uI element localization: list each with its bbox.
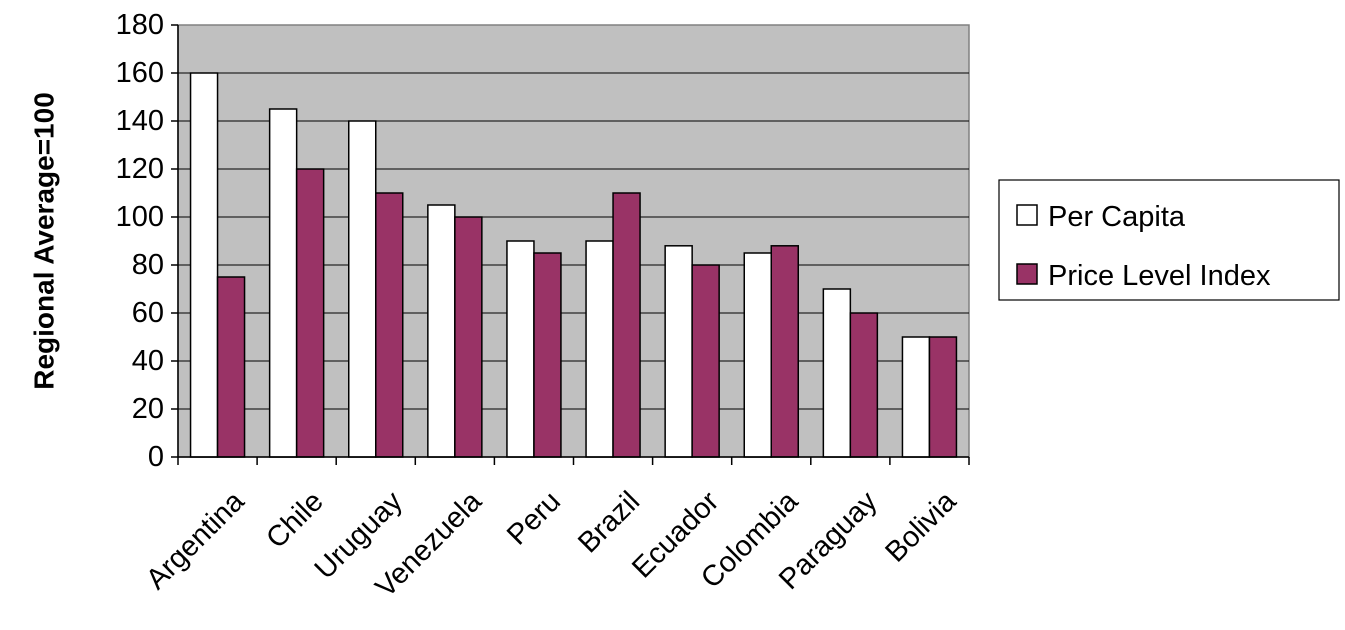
bar-price-level-index [295,168,325,458]
x-tick-label: Peru [501,485,567,551]
y-tick-label: 120 [116,153,164,185]
bar-per-capita [427,204,456,458]
legend-label-price-level-index: Price Level Index [1048,260,1271,292]
bar-price-level-index [375,192,404,458]
legend-box [998,179,1340,301]
y-tick-label: 20 [132,393,164,425]
bar-per-capita [822,288,852,458]
y-tick-label: 160 [116,57,164,89]
bar-per-capita [348,120,377,458]
y-tick-label: 100 [116,201,164,233]
bar-price-level-index [216,276,246,458]
bar-price-level-index [612,192,641,458]
bar-per-capita [664,245,693,458]
bar-per-capita [585,240,614,458]
y-tick-label: 60 [132,297,164,329]
bars [189,72,958,458]
bar-price-level-index [691,264,720,458]
bar-per-capita [506,240,535,458]
bar-price-level-index [849,312,879,458]
legend: Per Capita Price Level Index [998,179,1340,301]
x-tick-label: Bolivia [880,485,964,569]
bar-price-level-index [454,216,483,458]
bar-per-capita [189,72,219,458]
bar-per-capita [901,336,931,458]
y-axis-label: Regional Average=100 [28,92,59,390]
x-tick-label: Brazil [572,485,646,559]
y-tick-label: 140 [116,105,164,137]
legend-label-per-capita: Per Capita [1048,201,1186,233]
y-tick-label: 80 [132,249,164,281]
bar-per-capita [743,252,772,458]
y-tick-label: 40 [132,345,164,377]
legend-swatch-price-level-index [1016,263,1038,285]
bar-price-level-index [770,245,799,458]
y-tick-label: 180 [116,9,164,41]
bar-price-level-index [533,252,562,458]
bar-per-capita [268,108,298,458]
bar-price-level-index [928,336,958,458]
y-tick-label: 0 [148,441,164,473]
y-axis-ticks: 0 20 40 60 80 100 120 140 160 180 [116,9,178,473]
legend-swatch-per-capita [1016,204,1038,226]
x-tick-label: Argentina [140,485,251,596]
x-tick-label: Chile [260,485,329,554]
